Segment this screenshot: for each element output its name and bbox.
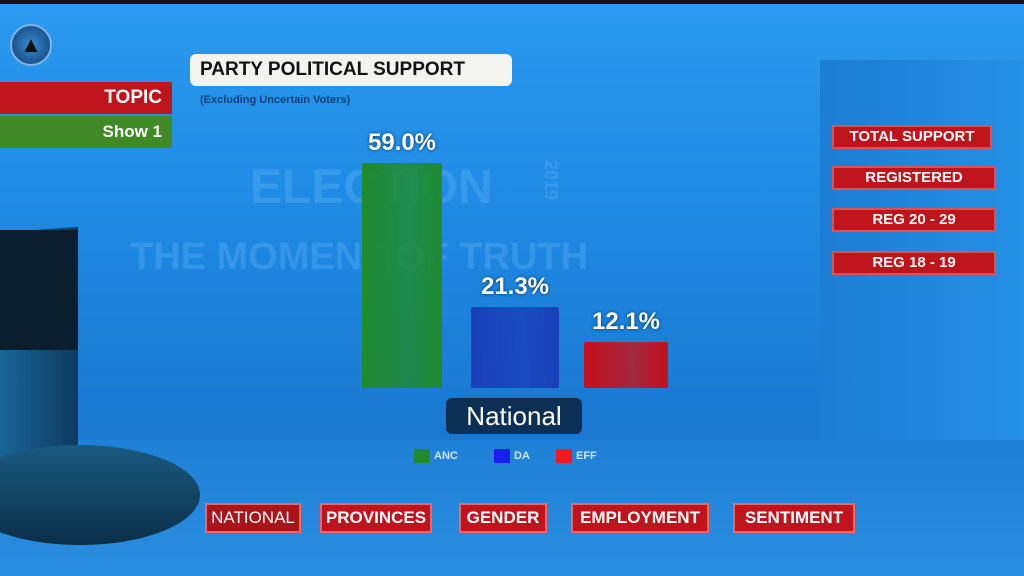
region-label: National [446, 398, 582, 434]
legend-label: DA [514, 450, 530, 462]
watermark-tagline: THE MOMENT OF TRUTH [130, 236, 589, 278]
sentiment-tab[interactable]: SENTIMENT [733, 503, 855, 533]
watermark-year: 2019 [541, 160, 561, 201]
legend-swatch [494, 449, 510, 463]
data-label-eff: 12.1% [591, 307, 661, 335]
bar-da [471, 306, 559, 388]
registered-button[interactable]: REGISTERED [832, 166, 996, 190]
chart-title: PARTY POLITICAL SUPPORT [190, 54, 512, 86]
bar-eff [584, 341, 668, 388]
studio-wall [820, 60, 1024, 440]
legend-item-da: DA [494, 449, 530, 463]
stand-base [0, 445, 200, 545]
data-label-anc: 59.0% [367, 129, 437, 156]
touchscreen-display [0, 230, 78, 350]
legend-swatch [414, 449, 430, 463]
reg-20-29-button[interactable]: REG 20 - 29 [832, 208, 996, 232]
legend-label: ANC [434, 450, 458, 462]
data-label-da: 21.3% [480, 272, 550, 300]
top-border [0, 0, 1024, 4]
home-up-arrow-icon[interactable]: ▲ [10, 24, 52, 66]
topic-button[interactable]: TOPIC [0, 82, 172, 114]
bar-anc [362, 163, 442, 388]
gender-tab[interactable]: GENDER [459, 503, 547, 533]
employment-tab[interactable]: EMPLOYMENT [571, 503, 709, 533]
national-tab[interactable]: NATIONAL [205, 503, 301, 533]
chart-subtitle: (Excluding Uncertain Voters) [200, 94, 351, 106]
legend-item-anc: ANC [414, 449, 458, 463]
reg-18-19-button[interactable]: REG 18 - 19 [832, 251, 996, 275]
legend-swatch [556, 449, 572, 463]
total-support-button[interactable]: TOTAL SUPPORT [832, 125, 992, 149]
provinces-tab[interactable]: PROVINCES [320, 503, 432, 533]
legend-item-eff: EFF [556, 449, 597, 463]
legend-label: EFF [576, 450, 597, 462]
show-button[interactable]: Show 1 [0, 116, 172, 148]
